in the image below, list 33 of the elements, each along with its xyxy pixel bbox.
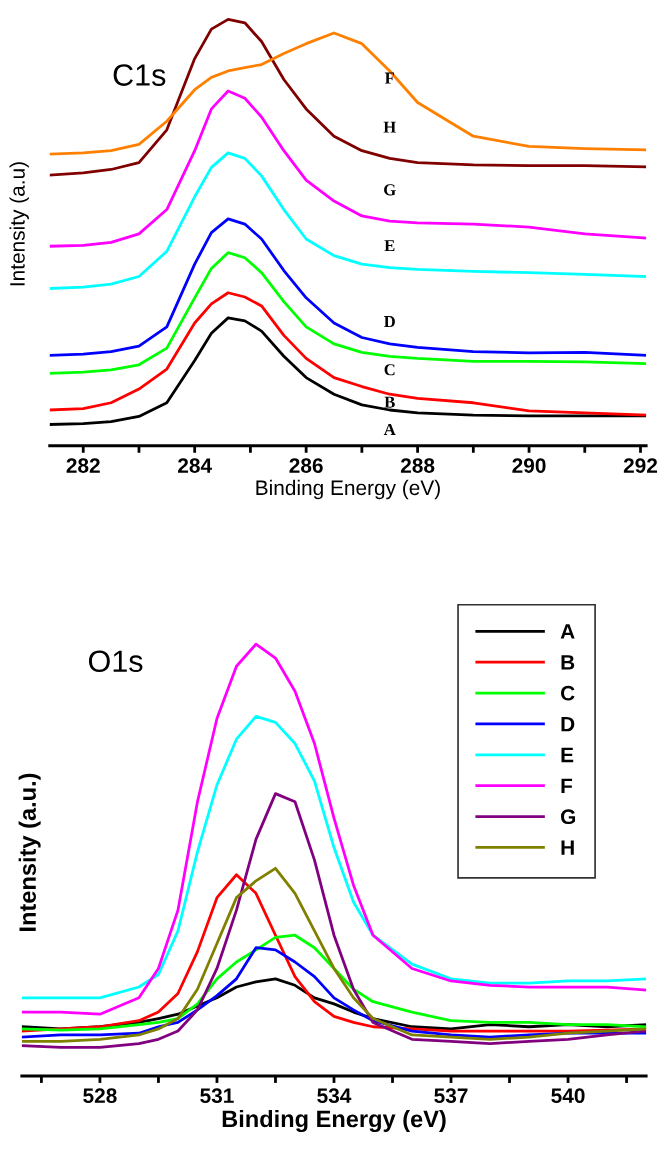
legend-label: C	[560, 685, 575, 701]
legend-label: E	[561, 747, 574, 763]
x-axis-title: Binding Energy (eV)	[222, 1109, 446, 1133]
series-label: D	[384, 316, 395, 328]
legend-label: D	[561, 716, 575, 732]
legend-label: F	[561, 778, 573, 794]
series-label: H	[383, 121, 396, 133]
legend-label: G	[560, 809, 576, 825]
y-axis-title: Intensity (a.u.)	[18, 773, 41, 931]
x-tick-label: 292	[623, 458, 658, 473]
x-tick-label: 531	[200, 1088, 234, 1104]
legend-label: B	[561, 655, 575, 670]
y-axis-title: Intensity (a.u)	[9, 162, 29, 286]
annotation: O1s	[88, 650, 143, 673]
x-tick-label: 288	[400, 458, 435, 473]
series-label: F	[384, 72, 395, 84]
x-axis-title: Binding Energy (eV)	[256, 479, 440, 500]
x-tick-label: 284	[178, 458, 212, 473]
series-label: B	[384, 396, 395, 408]
annotation: C1s	[113, 64, 166, 86]
series-label: C	[384, 364, 395, 376]
series-label: A	[383, 423, 396, 435]
x-tick-label: 290	[512, 458, 546, 473]
x-tick-label: 537	[434, 1088, 468, 1104]
x-tick-label: 286	[289, 458, 323, 473]
series-label: G	[384, 184, 396, 196]
series-label: E	[384, 240, 395, 252]
legend-label: A	[560, 624, 575, 639]
x-tick-label: 534	[317, 1088, 352, 1104]
x-tick-label: 528	[83, 1088, 117, 1104]
legend-label: H	[561, 840, 574, 855]
x-tick-label: 540	[551, 1088, 585, 1104]
x-tick-label: 282	[66, 458, 100, 473]
